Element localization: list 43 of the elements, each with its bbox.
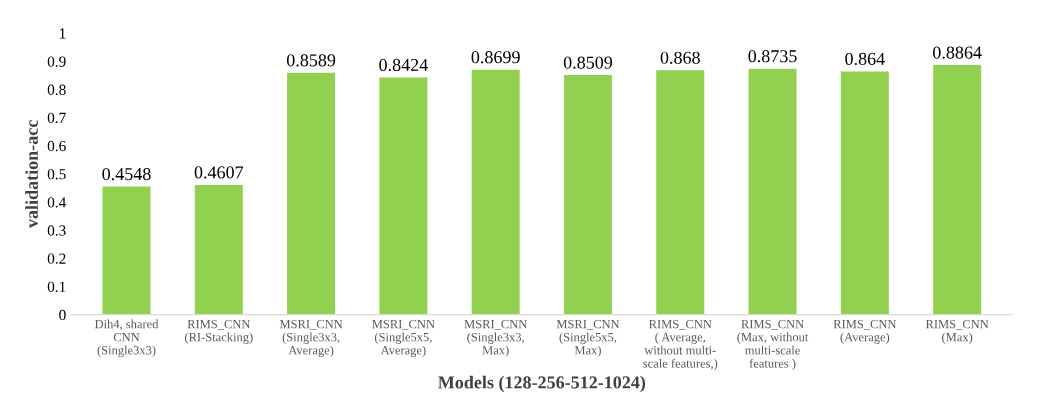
- x-tick-label: RIMS_CNN (Max): [925, 319, 989, 344]
- y-tick-label: 0.8: [47, 84, 66, 95]
- x-tick-label: Dih4, shared CNN (Single3x3): [94, 319, 159, 358]
- bar: [840, 71, 889, 315]
- x-tick-label: MSRI_CNN (Single5x5, Max): [556, 319, 620, 358]
- y-axis-title: validation-acc: [25, 120, 38, 229]
- y-tick-label: 0.3: [47, 225, 66, 236]
- bar: [194, 184, 243, 315]
- y-tick-label: 1: [59, 28, 66, 39]
- data-label: 0.8589: [286, 54, 336, 67]
- y-tick-label: 0.4: [47, 197, 67, 208]
- y-tick-label: 0.7: [47, 112, 66, 124]
- x-tick-label: RIMS_CNN ( Average, without multi- scale features,): [643, 319, 718, 371]
- data-label: 0.8424: [379, 58, 428, 72]
- y-tick-label: 0.6: [47, 140, 66, 152]
- x-tick-label: MSRI_CNN (Single3x3, Max): [464, 319, 527, 358]
- bar: [933, 65, 982, 315]
- x-tick-label: RIMS_CNN (RI-Stacking): [184, 319, 253, 344]
- bar: [471, 69, 520, 315]
- x-tick-label: RIMS_CNN (Max, without multi-scale features ): [737, 319, 809, 371]
- x-axis-title: Models (128-256-512-1024): [438, 375, 646, 393]
- x-tick-label: RIMS_CNN (Average): [833, 319, 897, 344]
- x-tick-label: MSRI_CNN (Single3x3, Average): [279, 319, 343, 358]
- bar: [287, 72, 336, 315]
- data-label: 0.8735: [748, 50, 797, 63]
- data-label: 0.8864: [933, 46, 982, 59]
- bar: [656, 70, 705, 315]
- data-label: 0.864: [845, 52, 885, 66]
- y-tick-label: 0.1: [47, 281, 66, 293]
- bar: [563, 75, 612, 315]
- data-label: 0.4548: [102, 167, 151, 181]
- data-label: 0.4607: [194, 166, 244, 179]
- y-tick-label: 0.9: [47, 56, 66, 67]
- y-tick-label: 0: [59, 309, 66, 321]
- x-tick-label: MSRI_CNN (Single5x5, Average): [372, 319, 435, 358]
- bar: [102, 186, 151, 315]
- y-tick-label: 0.2: [47, 253, 66, 264]
- data-label: 0.8699: [471, 51, 520, 64]
- bar: [748, 68, 797, 315]
- y-tick-label: 0.5: [47, 169, 66, 180]
- data-label: 0.8509: [563, 56, 613, 69]
- bar: [379, 77, 428, 315]
- data-label: 0.868: [660, 51, 700, 64]
